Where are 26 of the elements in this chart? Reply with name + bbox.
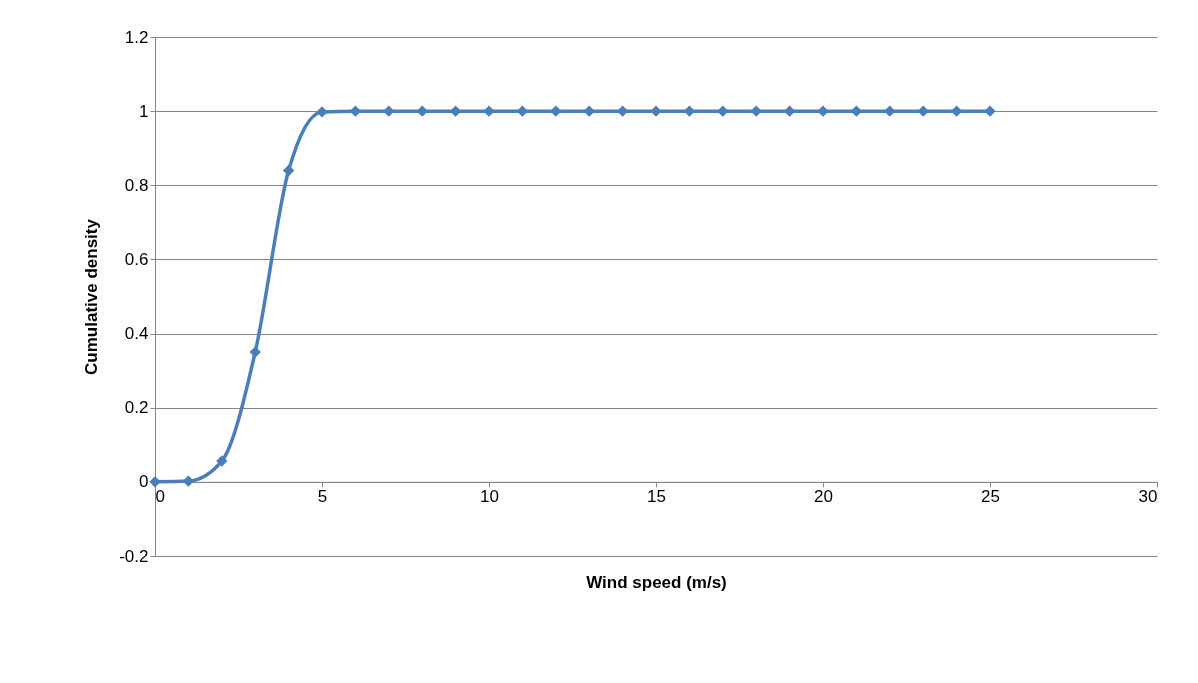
point — [483, 105, 495, 117]
point — [249, 346, 261, 358]
x-tick-label: 10 — [480, 487, 499, 507]
x-tick-label: 20 — [814, 487, 833, 507]
y-tick-label: 0.2 — [124, 398, 149, 418]
x-tick-label: 5 — [317, 487, 328, 507]
point — [316, 106, 328, 118]
x-axis-title: Wind speed (m/s) — [586, 573, 727, 593]
point — [984, 105, 996, 117]
y-tick-label: 0.4 — [124, 324, 149, 344]
y-tick-label: 1 — [139, 101, 149, 121]
point — [650, 105, 662, 117]
x-tick-label: 15 — [647, 487, 666, 507]
point — [216, 455, 228, 467]
x-tick-label: 30 — [1138, 487, 1158, 507]
y-axis-title: Cumulative density — [82, 218, 102, 375]
y-tick-label: 0 — [139, 472, 149, 492]
point — [149, 476, 161, 488]
point — [282, 164, 295, 177]
y-tick-label: 1.2 — [124, 27, 149, 47]
y-tick-label: 0.8 — [124, 175, 149, 195]
x-tick-label: 0 — [155, 487, 165, 507]
y-tick-label: 0.6 — [124, 249, 149, 269]
y-tick-label: -0.2 — [119, 546, 149, 566]
x-tick-label: 25 — [981, 487, 1000, 507]
point — [817, 105, 829, 117]
